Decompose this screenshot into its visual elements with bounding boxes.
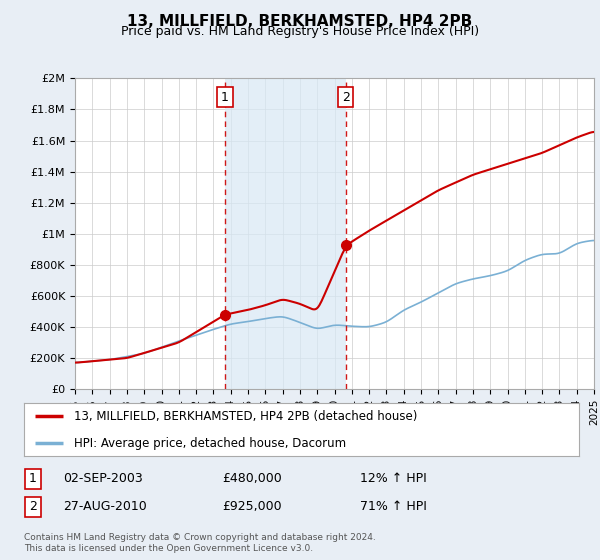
Text: 13, MILLFIELD, BERKHAMSTED, HP4 2PB: 13, MILLFIELD, BERKHAMSTED, HP4 2PB <box>127 14 473 29</box>
Text: 12% ↑ HPI: 12% ↑ HPI <box>360 472 427 486</box>
Text: HPI: Average price, detached house, Dacorum: HPI: Average price, detached house, Daco… <box>74 437 346 450</box>
Text: 02-SEP-2003: 02-SEP-2003 <box>63 472 143 486</box>
Text: £480,000: £480,000 <box>222 472 282 486</box>
Text: 1: 1 <box>29 472 37 486</box>
Text: £925,000: £925,000 <box>222 500 281 514</box>
Text: 2: 2 <box>29 500 37 514</box>
Text: 27-AUG-2010: 27-AUG-2010 <box>63 500 147 514</box>
Text: Contains HM Land Registry data © Crown copyright and database right 2024.
This d: Contains HM Land Registry data © Crown c… <box>24 533 376 553</box>
Text: 13, MILLFIELD, BERKHAMSTED, HP4 2PB (detached house): 13, MILLFIELD, BERKHAMSTED, HP4 2PB (det… <box>74 410 418 423</box>
Bar <box>225 78 346 389</box>
Text: 1: 1 <box>221 91 229 104</box>
Text: Price paid vs. HM Land Registry's House Price Index (HPI): Price paid vs. HM Land Registry's House … <box>121 25 479 38</box>
Text: 71% ↑ HPI: 71% ↑ HPI <box>360 500 427 514</box>
Text: 2: 2 <box>342 91 350 104</box>
